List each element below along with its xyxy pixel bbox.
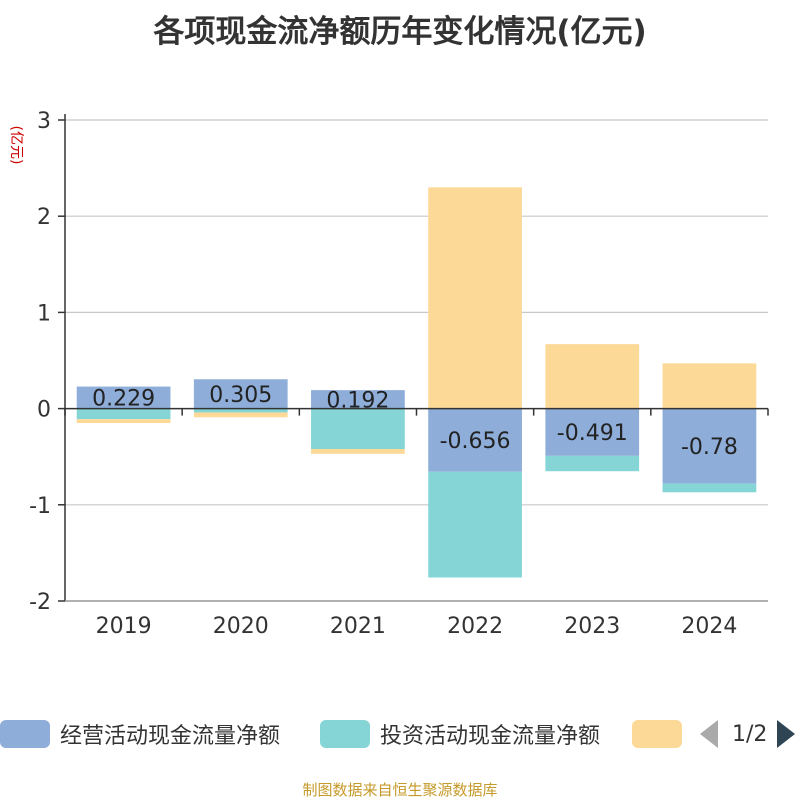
bar-operating-2020 xyxy=(193,379,288,409)
chevron-left-icon[interactable] xyxy=(700,720,718,748)
legend-item-financing[interactable] xyxy=(632,720,682,748)
legend: 经营活动现金流量净额 投资活动现金流量净额 1/2 xyxy=(0,712,800,756)
y-axis-unit-label: (亿元) xyxy=(8,126,24,165)
bar-operating-2021 xyxy=(311,390,405,409)
bar-investing-2022 xyxy=(428,471,522,578)
x-tick-label: 2021 xyxy=(330,614,386,639)
bar-other-2022 xyxy=(428,187,522,409)
x-tick-label: 2024 xyxy=(681,614,737,639)
legend-swatch-financing xyxy=(632,720,682,748)
y-tick-label: 3 xyxy=(37,109,51,134)
bar-other-2023 xyxy=(545,344,640,409)
legend-swatch-investing xyxy=(320,720,370,748)
legend-item-operating[interactable]: 经营活动现金流量净额 xyxy=(0,720,281,749)
bar-investing-2019 xyxy=(76,408,171,420)
y-tick-label: 1 xyxy=(37,301,51,326)
source-note: 制图数据来自恒生聚源数据库 xyxy=(302,781,498,799)
x-tick-label: 2019 xyxy=(96,614,152,639)
bar-other-2021 xyxy=(311,449,405,454)
legend-swatch-operating xyxy=(0,720,50,748)
legend-item-investing[interactable]: 投资活动现金流量净额 xyxy=(320,720,601,749)
bar-operating-2024 xyxy=(662,408,757,484)
bar-investing-2024 xyxy=(662,483,757,493)
bar-other-2019 xyxy=(76,419,171,424)
bar-investing-2023 xyxy=(545,455,640,472)
bar-operating-2023 xyxy=(545,408,640,456)
legend-label-investing: 投资活动现金流量净额 xyxy=(380,724,601,749)
x-tick-label: 2020 xyxy=(213,614,269,639)
legend-pager: 1/2 xyxy=(700,720,796,748)
data-label: -0.78 xyxy=(681,435,738,460)
bar-other-2024 xyxy=(662,363,757,409)
bar-investing-2021 xyxy=(311,408,405,450)
y-tick-label: -1 xyxy=(29,494,51,519)
bar-other-2020 xyxy=(193,412,288,418)
y-tick-label: 0 xyxy=(37,398,51,423)
bar-operating-2022 xyxy=(428,408,522,472)
legend-page-indicator: 1/2 xyxy=(732,721,768,747)
x-tick-label: 2023 xyxy=(564,614,620,639)
data-label: -0.656 xyxy=(440,429,511,454)
chart-plot: (亿元) -2 -1 0 1 2 3 0.229 0.305 0.192 -0.656 -0.491 -… xyxy=(8,109,769,639)
chart-title: 各项现金流净额历年变化情况(亿元) xyxy=(153,14,647,50)
legend-label-operating: 经营活动现金流量净额 xyxy=(60,724,281,749)
data-label: 0.229 xyxy=(92,387,155,412)
data-label: 0.305 xyxy=(209,383,272,408)
data-label: 0.192 xyxy=(326,388,389,413)
chevron-right-icon[interactable] xyxy=(777,720,796,748)
bar-investing-2020 xyxy=(193,408,288,413)
data-label: -0.491 xyxy=(557,421,628,446)
y-tick-label: -2 xyxy=(29,590,51,615)
bar-operating-2019 xyxy=(76,386,171,409)
x-tick-label: 2022 xyxy=(447,614,503,639)
y-tick-label: 2 xyxy=(37,205,51,230)
